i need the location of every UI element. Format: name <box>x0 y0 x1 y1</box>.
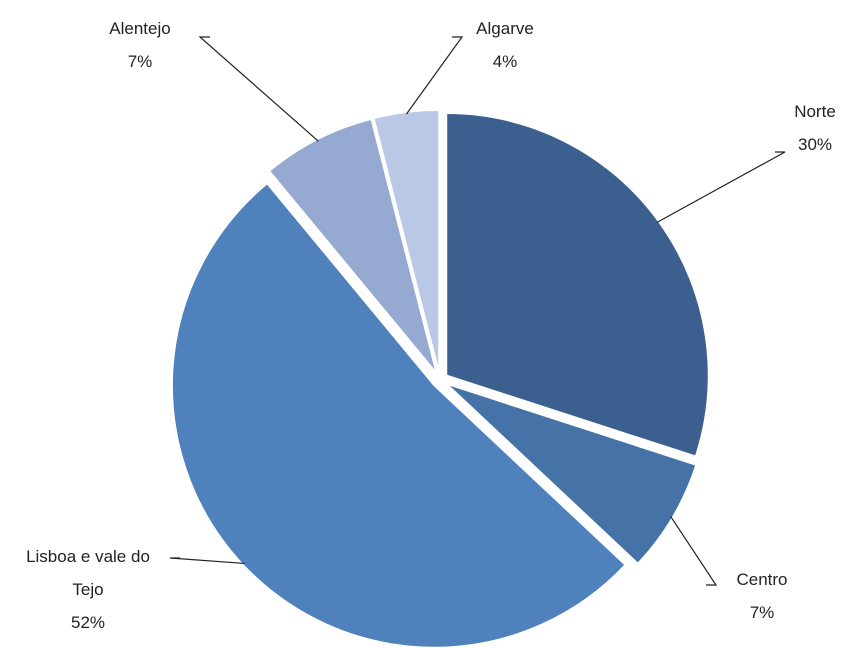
category-label: Lisboa e vale do Tejo <box>26 547 150 599</box>
value-label: 7% <box>749 603 775 622</box>
leader-line <box>169 557 245 565</box>
value-label: 4% <box>492 52 518 71</box>
leader-line <box>405 36 464 115</box>
leader-line <box>670 516 718 586</box>
leader-line <box>198 36 319 142</box>
pie-slice <box>372 109 440 373</box>
value-label: 7% <box>127 52 153 71</box>
category-label: Norte <box>794 102 836 121</box>
value-label: 30% <box>797 135 833 154</box>
data-label: Lisboa e vale do Tejo 52% <box>13 540 163 639</box>
category-label: Algarve <box>476 19 534 38</box>
data-label: Algarve 4% <box>455 12 555 78</box>
category-label: Alentejo <box>109 19 171 38</box>
pie-slice <box>446 383 698 565</box>
data-label: Norte 30% <box>770 95 859 161</box>
data-label: Centro 7% <box>717 563 807 629</box>
leader-line <box>656 151 786 223</box>
category-label: Centro <box>736 570 788 589</box>
value-label: 52% <box>70 613 106 632</box>
pie-slice <box>268 118 438 374</box>
pie-slice <box>171 182 627 648</box>
data-label: Alentejo 7% <box>85 12 195 78</box>
